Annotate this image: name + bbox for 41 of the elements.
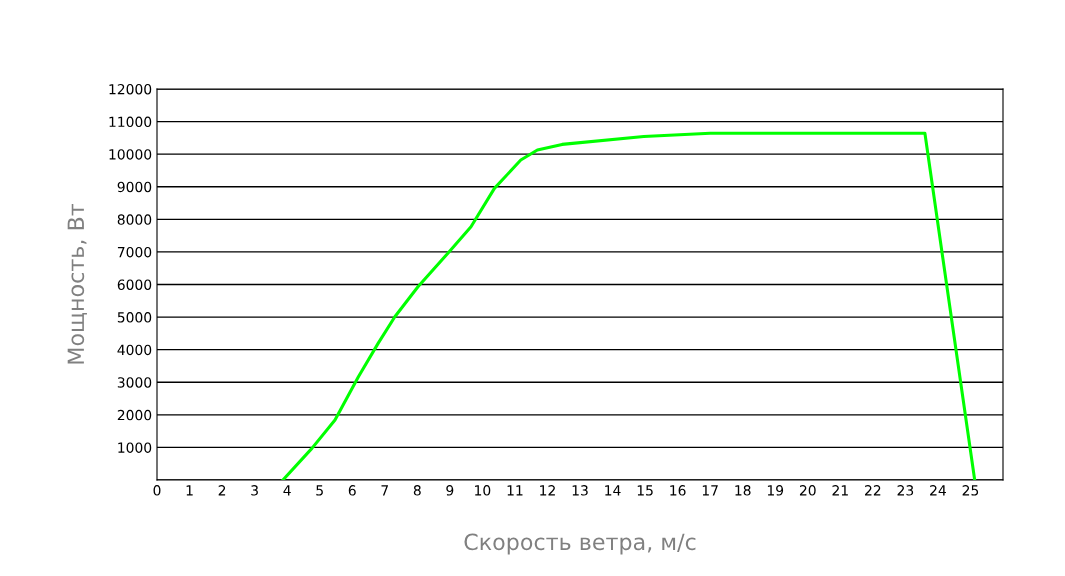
x-tick-label: 2 [218, 485, 226, 496]
x-tick-label: 22 [865, 485, 881, 496]
line-series [281, 131, 977, 480]
y-tick-label: 2000 [117, 409, 152, 421]
y-tick-label: 1000 [118, 442, 152, 453]
x-tick-label: 12 [540, 485, 555, 496]
x-tick-label: 14 [605, 485, 621, 496]
x-tick-label: 21 [832, 485, 848, 496]
x-tick-label: 5 [316, 485, 323, 496]
x-tick-label: 8 [413, 485, 421, 496]
y-tick-label: 3000 [117, 377, 152, 388]
x-tick-label: 17 [702, 485, 718, 496]
y-tick-label: 7000 [117, 246, 152, 258]
x-tick-label: 11 [507, 485, 523, 496]
y-tick-label: 8000 [117, 214, 152, 225]
x-tick-label: 25 [962, 485, 979, 496]
x-tick-label: 0 [153, 485, 161, 496]
x-tick-label: 6 [348, 485, 356, 496]
x-tick-label: 16 [670, 485, 686, 496]
x-tick-label: 3 [251, 485, 258, 496]
y-axis-title: Мощность, Вт [67, 203, 87, 364]
x-axis-title: Скорость ветра, м/с [464, 533, 696, 555]
x-tick-label: 24 [930, 485, 946, 496]
x-tick-label: 4 [283, 485, 291, 496]
x-tick-label: 10 [475, 485, 491, 496]
y-tick-label: 11000 [109, 116, 152, 128]
y-tick-label: 6000 [117, 279, 152, 290]
y-tick-label: 10000 [109, 149, 152, 160]
y-tick-label: 4000 [117, 344, 152, 356]
x-tick-label: 23 [897, 485, 914, 496]
x-tick-label: 20 [799, 485, 816, 496]
x-tick-label: 18 [735, 485, 751, 496]
x-tick-label: 9 [446, 485, 454, 496]
x-tick-label: 19 [767, 485, 784, 496]
x-tick-label: 15 [637, 485, 653, 496]
y-tick-label: 9000 [117, 181, 152, 193]
x-tick-label: 1 [186, 485, 193, 496]
x-tick-label: 13 [572, 485, 588, 496]
y-tick-label: 12000 [109, 83, 152, 95]
y-tick-label: 5000 [117, 312, 152, 323]
x-tick-label: 7 [381, 485, 388, 496]
